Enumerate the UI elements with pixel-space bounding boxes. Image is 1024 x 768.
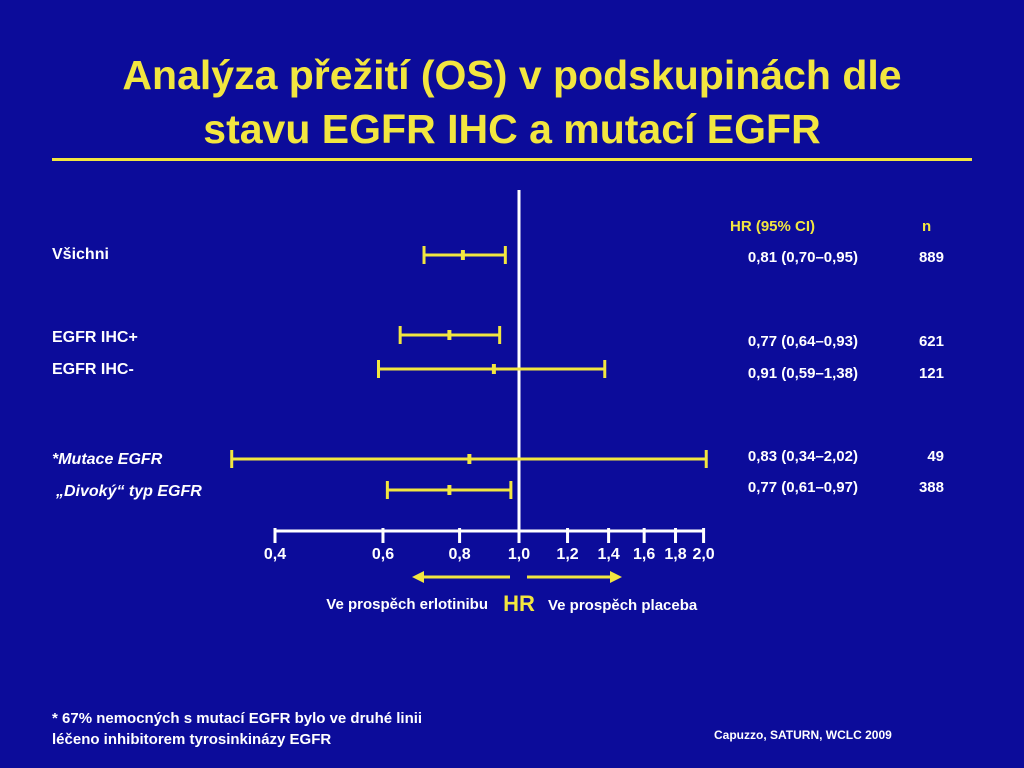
x-tick-label: 1,6 [633,546,655,563]
row-label-ihc-positive: EGFR IHC+ [52,329,138,346]
x-tick-label: 1,4 [597,546,619,563]
n-value-ihc-positive: 621 [918,333,944,350]
x-tick-label: 2,0 [692,546,714,563]
slide-title: Analýza přežití (OS) v podskupinách dle … [0,48,1024,156]
n-value-ihc-negative: 121 [918,365,944,382]
x-tick-label: 0,4 [264,546,286,563]
hr-value-wild-type: 0,77 (0,61–0,97) [747,479,858,496]
row-label-mutation: *Mutace EGFR [52,451,163,468]
x-tick-label: 1,8 [664,546,686,563]
hr-ci-column-header: HR (95% CI) [730,218,816,235]
n-value-mutation: 49 [927,448,944,465]
x-tick-label: 0,8 [448,546,470,563]
title-line-1: Analýza přežití (OS) v podskupinách dle [122,52,902,98]
title-underline [52,158,972,161]
row-label-all: Všichni [52,246,109,263]
row-label-wild-type: „Divoký“ typ EGFR [56,483,202,500]
right-arrow-label: Ve prospěch placeba [548,597,698,614]
hr-value-ihc-negative: 0,91 (0,59–1,38) [747,365,858,382]
footnote-line-1: * 67% nemocných s mutací EGFR bylo ve dr… [52,710,423,727]
n-value-all: 889 [918,249,944,266]
footnote-line-2: léčeno inhibitorem tyrosinkinázy EGFR [52,731,332,748]
right-arrow-head [610,571,622,583]
left-arrow-head [412,571,424,583]
n-value-wild-type: 388 [918,479,944,496]
x-tick-label: 0,6 [372,546,394,563]
hr-value-mutation: 0,83 (0,34–2,02) [747,448,858,465]
x-axis-title: HR [503,591,535,616]
title-line-2: stavu EGFR IHC a mutací EGFR [203,106,821,152]
hr-value-ihc-positive: 0,77 (0,64–0,93) [747,333,858,350]
n-column-header: n [922,218,932,235]
x-tick-label: 1,2 [556,546,578,563]
footnote: * 67% nemocných s mutací EGFR bylo ve dr… [52,708,422,750]
source-citation: Capuzzo, SATURN, WCLC 2009 [714,728,892,742]
row-label-ihc-negative: EGFR IHC- [52,361,134,378]
x-tick-label: 1,0 [508,546,530,563]
hr-value-all: 0,81 (0,70–0,95) [747,249,858,266]
left-arrow-label: Ve prospěch erlotinibu [326,596,488,613]
